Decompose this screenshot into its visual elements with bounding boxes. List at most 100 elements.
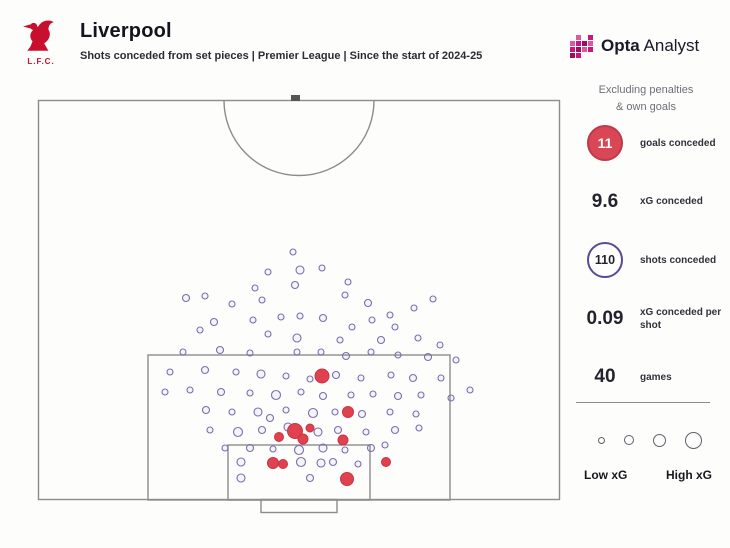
shot-marker xyxy=(341,446,349,454)
shot-marker xyxy=(414,334,422,342)
shot-marker xyxy=(376,335,386,345)
shot-marker xyxy=(341,291,349,299)
goal-marker xyxy=(305,423,315,433)
shot-marker xyxy=(245,443,255,453)
goal-marker xyxy=(337,434,349,446)
legend-circle-large xyxy=(653,433,666,447)
goals-conceded-value: 11 xyxy=(597,135,613,152)
shot-marker xyxy=(206,426,214,434)
xg-conceded-label: xG conceded xyxy=(640,196,703,208)
shot-marker xyxy=(221,444,229,452)
shot-marker xyxy=(289,248,297,256)
shot-marker xyxy=(228,300,236,308)
shot-marker xyxy=(253,407,263,417)
panel-divider xyxy=(576,402,710,403)
goals-conceded-label: goals conceded xyxy=(640,137,716,149)
shot-marker xyxy=(209,317,219,327)
exclusions-note-line1: Excluding penalties xyxy=(598,84,694,96)
shots-conceded-badge: 110 xyxy=(587,242,623,279)
shot-marker xyxy=(437,374,445,382)
shot-marker xyxy=(354,460,362,468)
shot-marker xyxy=(265,413,275,423)
shot-marker xyxy=(256,369,266,379)
shot-marker xyxy=(246,349,254,357)
shot-marker xyxy=(436,341,444,349)
shot-marker xyxy=(295,265,305,275)
shot-marker xyxy=(366,443,376,453)
shot-marker xyxy=(408,373,418,383)
exclusions-note: Excluding penalties & own goals xyxy=(572,82,720,116)
shot-marker xyxy=(269,445,277,453)
liverpool-crest: L.F.C. xyxy=(18,18,64,66)
shot-marker xyxy=(412,410,420,418)
shot-marker xyxy=(293,348,301,356)
goal-marker xyxy=(340,472,354,486)
shot-marker xyxy=(258,296,266,304)
shot-marker xyxy=(306,375,314,383)
games-label: games xyxy=(640,371,672,383)
legend-high-xg-label: High xG xyxy=(665,468,712,482)
shot-marker xyxy=(386,408,394,416)
goals-conceded-badge: 11 xyxy=(587,125,623,162)
xg-per-shot-label: xG conceded per shot xyxy=(640,306,722,331)
shot-marker xyxy=(228,408,236,416)
opta-analyst-logo: Opta Analyst xyxy=(570,34,699,58)
shot-marker xyxy=(317,348,325,356)
stats-panel: 11 goals conceded 9.6 xG conceded 110 sh… xyxy=(574,114,722,407)
xg-legend-labels: Low xG High xG xyxy=(584,468,712,482)
crest-text: L.F.C. xyxy=(27,57,55,66)
shot-marker xyxy=(333,425,343,435)
shot-marker xyxy=(357,409,367,419)
shot-marker xyxy=(318,313,328,323)
legend-low-xg-label: Low xG xyxy=(584,468,628,482)
stat-shots-conceded: 110 shots conceded xyxy=(574,231,722,290)
shot-marker xyxy=(246,389,254,397)
legend-circle-largest xyxy=(685,431,702,449)
goal-marker xyxy=(278,459,288,469)
shot-marker xyxy=(290,280,300,290)
shot-marker xyxy=(341,351,351,361)
shot-marker xyxy=(307,407,319,419)
shot-marker xyxy=(390,425,400,435)
goal-marker xyxy=(287,423,303,439)
shot-marker xyxy=(363,298,373,308)
shot-marker xyxy=(292,333,302,343)
opta-logo-text: Opta Analyst xyxy=(601,36,699,56)
shot-marker xyxy=(166,368,174,376)
goal-marker xyxy=(342,406,354,418)
xg-per-shot-value: 0.09 xyxy=(586,307,624,329)
shot-marker xyxy=(251,284,259,292)
page-title: Liverpool xyxy=(80,20,172,42)
shot-marker xyxy=(249,316,257,324)
shot-marker xyxy=(264,268,272,276)
shot-marker xyxy=(293,444,305,456)
shot-marker xyxy=(386,311,394,319)
shot-marker xyxy=(200,365,210,375)
shot-marker xyxy=(236,457,246,467)
shot-marker xyxy=(186,386,194,394)
shot-marker xyxy=(393,391,403,401)
shot-marker xyxy=(387,371,395,379)
opta-wordmark: Opta xyxy=(601,36,640,55)
shot-marker xyxy=(201,405,211,415)
shot-marker xyxy=(232,368,240,376)
centre-mark xyxy=(291,95,300,101)
goal-marker xyxy=(297,433,309,445)
stat-goals-conceded: 11 goals conceded xyxy=(574,114,722,173)
shot-marker xyxy=(423,352,433,362)
shot-marker xyxy=(410,304,418,312)
shot-marker xyxy=(215,345,225,355)
shot-marker xyxy=(282,372,290,380)
shot-marker xyxy=(318,264,326,272)
shot-marker xyxy=(270,389,282,401)
goal-marker xyxy=(274,432,284,442)
shot-marker xyxy=(381,441,389,449)
shot-marker xyxy=(348,323,356,331)
opta-logo-icon xyxy=(570,35,593,58)
shot-marker xyxy=(367,348,375,356)
shot-marker xyxy=(328,457,338,467)
shot-marker xyxy=(357,374,365,382)
goal-marker xyxy=(267,457,279,469)
shot-marker xyxy=(282,406,290,414)
